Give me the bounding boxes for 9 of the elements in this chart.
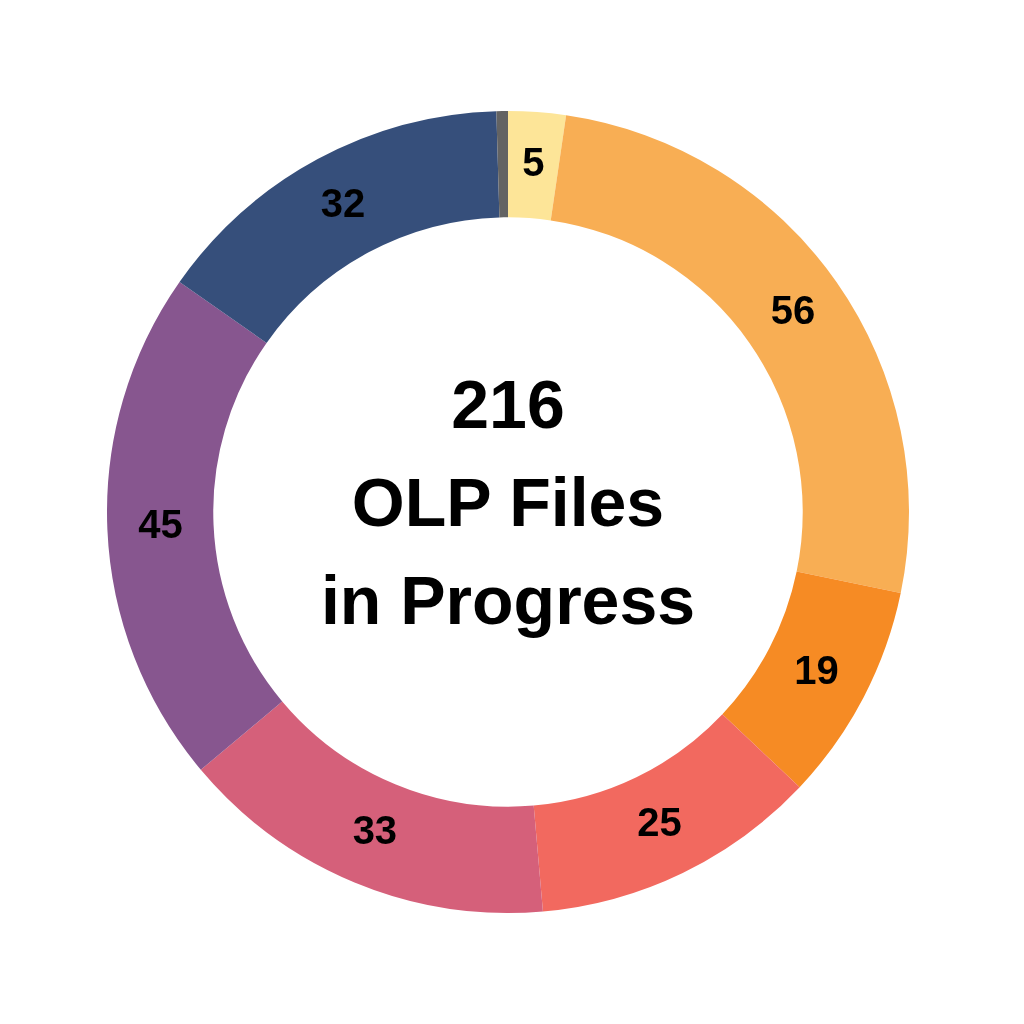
data-label: 25 bbox=[637, 800, 682, 845]
text: 216 bbox=[450, 365, 566, 444]
data-label: 32 bbox=[320, 180, 366, 225]
text: OLP Files in Progress bbox=[319, 463, 697, 640]
data-label: 19 bbox=[794, 647, 839, 692]
data-label: 33 bbox=[352, 808, 398, 853]
data-label: 5 bbox=[522, 140, 545, 185]
data-label: 56 bbox=[770, 287, 816, 332]
data-label: 45 bbox=[138, 502, 183, 547]
